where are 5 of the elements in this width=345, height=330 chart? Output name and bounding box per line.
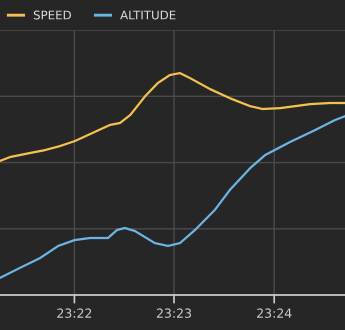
legend-label: SPEED	[34, 10, 71, 20]
x-tick-label: 23:23	[156, 308, 192, 318]
x-tick-label: 23:22	[57, 308, 92, 318]
legend-label: ALTITUDE	[120, 10, 176, 20]
x-tick-label: 23:24	[257, 308, 292, 318]
